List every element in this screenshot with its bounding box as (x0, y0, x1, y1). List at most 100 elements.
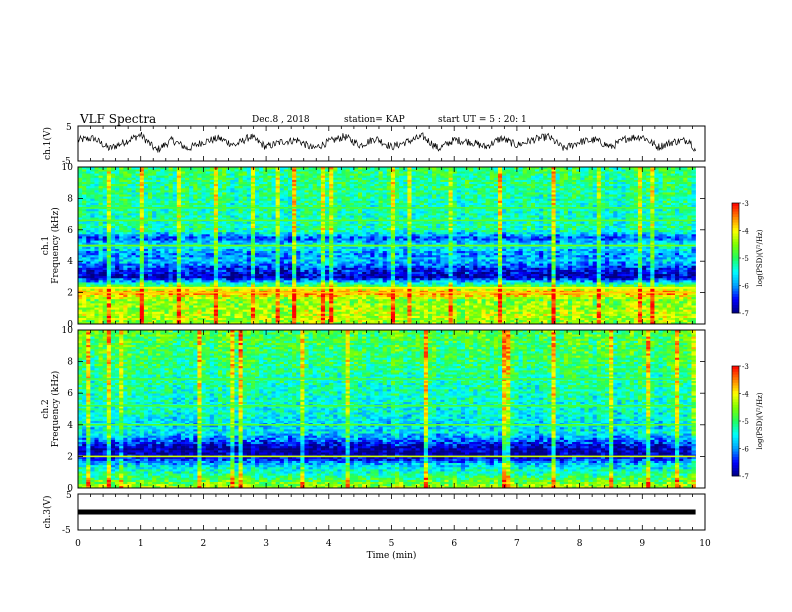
spectrogram-cell (172, 307, 178, 310)
spectrogram-cell (543, 313, 548, 316)
spectrogram-cell (592, 263, 598, 266)
spectrogram-cell (304, 300, 309, 304)
spectrogram-cell (642, 269, 647, 272)
spectrogram-cell (226, 254, 231, 258)
spectrogram-cell (518, 309, 523, 312)
spectrogram-cell (596, 267, 602, 270)
spectrogram-cell (246, 275, 252, 279)
spectrogram-cell (110, 319, 116, 323)
spectrogram-cell (675, 259, 680, 262)
spectrogram-cell (189, 271, 194, 275)
spectrogram-cell (316, 267, 322, 270)
spectrogram-cell (102, 298, 108, 302)
spectrogram-cell (279, 271, 285, 275)
spectrogram-cell (353, 303, 359, 306)
spectrogram-cell (242, 271, 248, 275)
spectrogram-cell (481, 313, 486, 316)
spectrogram-cell (522, 303, 528, 306)
spectrogram-cell (193, 292, 198, 295)
spectrogram-cell (325, 259, 330, 262)
spectrogram-cell (234, 267, 239, 270)
spectrogram-cell (176, 288, 182, 291)
spectrogram-cell (382, 313, 388, 316)
spectrogram-cell (407, 309, 412, 312)
spectrogram-cell (506, 305, 511, 308)
spectrogram-cell (485, 282, 491, 285)
spectrogram-cell (320, 292, 326, 295)
spectrogram-cell (535, 271, 540, 275)
spectrogram-cell (646, 282, 651, 285)
spectrogram-cell (526, 284, 532, 287)
spectrogram-cell (308, 275, 313, 279)
spectrogram-cell (82, 271, 87, 275)
spectrogram-cell (473, 319, 478, 323)
spectrogram-cell (283, 267, 289, 270)
spectrogram-cell (329, 305, 334, 308)
spectrogram-cell (522, 292, 528, 295)
spectrogram-cell (123, 305, 128, 308)
spectrogram-cell (366, 267, 371, 270)
spectrogram-cell (283, 271, 289, 275)
spectrogram-cell (448, 267, 453, 270)
spectrogram-cell (510, 305, 515, 308)
spectrogram-cell (172, 284, 178, 287)
spectrogram-cell (629, 296, 635, 300)
spectrogram-cell (633, 267, 639, 270)
spectrogram-cell (271, 259, 276, 262)
spectrogram-cell (617, 321, 622, 325)
spectrogram-cell (267, 319, 272, 323)
spectrogram-cell (296, 307, 301, 310)
spectrogram-cell (390, 319, 396, 323)
spectrogram-cell (152, 261, 157, 264)
spectrogram-cell (497, 319, 503, 323)
spectrogram-cell (621, 261, 626, 264)
spectrogram-cell (296, 275, 301, 279)
spectrogram-cell (156, 254, 161, 258)
spectrogram-cell (185, 273, 190, 277)
spectrogram-cell (110, 309, 116, 312)
spectrogram-cell (637, 294, 643, 298)
spectrogram-cell (493, 277, 499, 281)
spectrogram-cell (362, 305, 367, 308)
spectrogram-cell (82, 254, 87, 258)
spectrogram-cell (617, 319, 622, 323)
spectrogram-cell (106, 290, 112, 293)
spectrogram-cell (242, 257, 248, 260)
spectrogram-cell (366, 271, 371, 275)
spectrogram-cell (691, 309, 696, 312)
spectrogram-cell (642, 321, 647, 325)
spectrogram-cell (687, 261, 692, 264)
spectrogram-cell (271, 317, 276, 321)
spectrogram-cell (629, 269, 635, 272)
spectrogram-cell (555, 303, 561, 306)
spectrogram-cell (304, 311, 309, 314)
spectrogram-cell (353, 282, 359, 285)
spectrogram-cell (493, 321, 499, 325)
spectrogram-cell (427, 277, 433, 281)
spectrogram-cell (390, 277, 396, 281)
spectrogram-cell (452, 263, 458, 266)
spectrogram-cell (275, 294, 281, 298)
spectrogram-cell (300, 259, 305, 262)
spectrogram-cell (275, 257, 281, 260)
spectrogram-cell (600, 298, 606, 302)
spectrogram-cell (522, 313, 528, 316)
spectrogram-cell (679, 311, 684, 314)
spectrogram-cell (222, 282, 227, 285)
spectrogram-cell (246, 292, 252, 295)
spectrogram-cell (82, 319, 87, 323)
spectrogram-cell (374, 280, 379, 283)
spectrogram-cell (259, 294, 264, 298)
spectrogram-cell (473, 265, 478, 268)
spectrogram-cell (197, 265, 202, 268)
spectrogram-cell (279, 298, 285, 302)
spectrogram-cell (209, 261, 215, 264)
spectrogram-cell (567, 269, 573, 272)
spectrogram-cell (242, 259, 248, 262)
spectrogram-cell (642, 298, 647, 302)
spectrogram-cell (250, 265, 256, 268)
spectrogram-cell (193, 271, 198, 275)
spectrogram-cell (440, 288, 445, 291)
spectrogram-cell (205, 284, 211, 287)
spectrogram-cell (390, 321, 396, 325)
